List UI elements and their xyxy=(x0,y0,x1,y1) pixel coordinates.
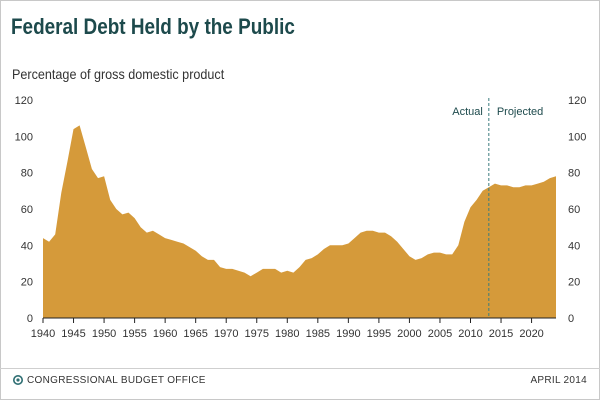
x-tick-label-2010: 2010 xyxy=(458,328,482,340)
y-tick-label-left-20: 20 xyxy=(21,277,33,289)
y-tick-label-right-100: 100 xyxy=(568,131,586,143)
x-tick-label-1975: 1975 xyxy=(245,328,269,340)
y-tick-label-left-40: 40 xyxy=(21,240,33,252)
x-tick-label-1985: 1985 xyxy=(306,328,330,340)
footer-agency: CONGRESSIONAL BUDGET OFFICE xyxy=(27,375,206,386)
y-tick-label-left-60: 60 xyxy=(21,204,33,216)
x-tick-label-1950: 1950 xyxy=(92,328,116,340)
x-tick-label-2005: 2005 xyxy=(428,328,452,340)
footer-divider xyxy=(0,368,600,369)
y-tick-label-right-0: 0 xyxy=(568,313,574,325)
y-tick-label-right-80: 80 xyxy=(568,168,580,180)
annotation-projected: Projected xyxy=(497,106,543,118)
footer-date: APRIL 2014 xyxy=(530,375,587,386)
x-tick-label-1995: 1995 xyxy=(367,328,391,340)
x-tick-label-1945: 1945 xyxy=(61,328,85,340)
y-tick-label-left-100: 100 xyxy=(15,131,33,143)
chart-subtitle: Percentage of gross domestic product xyxy=(12,66,225,82)
y-tick-label-left-120: 120 xyxy=(15,95,33,107)
x-tick-label-2020: 2020 xyxy=(519,328,543,340)
page-title: Federal Debt Held by the Public xyxy=(11,14,295,39)
x-tick-label-1965: 1965 xyxy=(183,328,207,340)
x-tick-label-1940: 1940 xyxy=(31,328,55,340)
x-tick-label-2015: 2015 xyxy=(489,328,513,340)
y-tick-label-left-80: 80 xyxy=(21,168,33,180)
y-tick-label-left-0: 0 xyxy=(27,313,33,325)
y-tick-label-right-120: 120 xyxy=(568,95,586,107)
x-tick-label-1960: 1960 xyxy=(153,328,177,340)
x-tick-label-1955: 1955 xyxy=(122,328,146,340)
x-tick-label-2000: 2000 xyxy=(397,328,421,340)
area-series-0 xyxy=(43,125,556,319)
y-tick-label-right-40: 40 xyxy=(568,240,580,252)
y-tick-label-right-60: 60 xyxy=(568,204,580,216)
y-tick-label-right-20: 20 xyxy=(568,277,580,289)
x-tick-label-1970: 1970 xyxy=(214,328,238,340)
x-tick-label-1990: 1990 xyxy=(336,328,360,340)
cbo-logo-icon xyxy=(13,375,23,385)
annotation-actual: Actual xyxy=(452,106,483,118)
x-tick-label-1980: 1980 xyxy=(275,328,299,340)
